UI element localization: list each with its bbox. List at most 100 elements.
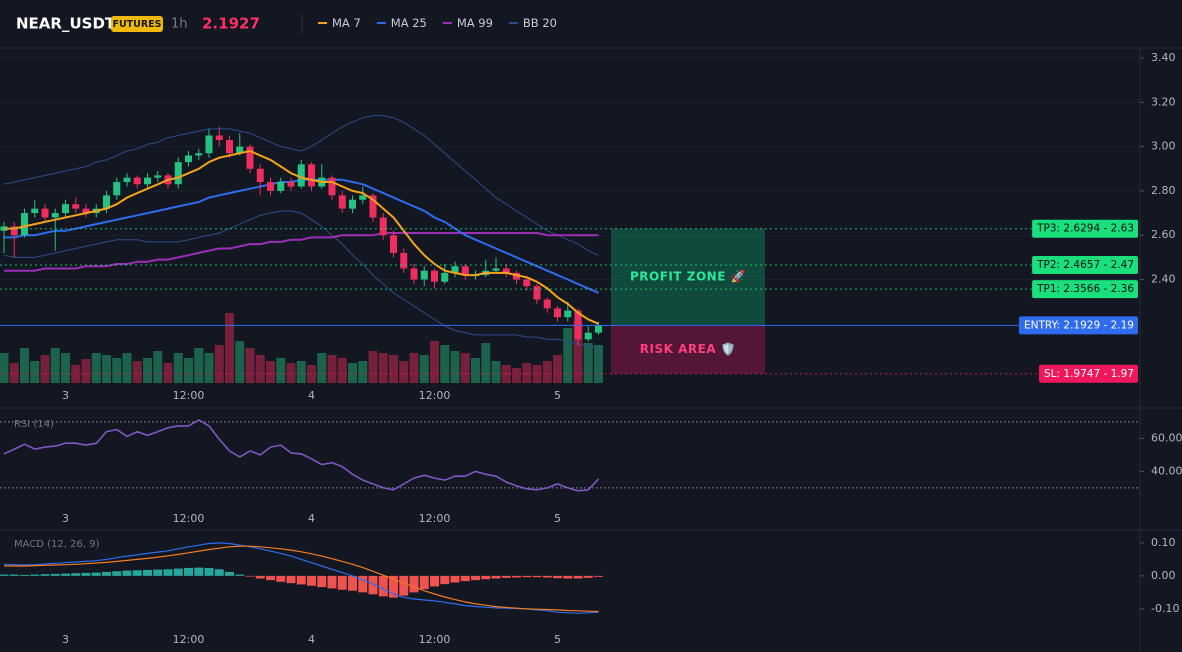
candle-body <box>308 164 315 187</box>
histogram-bar <box>225 571 234 576</box>
histogram-bar <box>553 575 562 579</box>
candle-body <box>185 155 192 163</box>
volume-bar <box>81 359 91 383</box>
histogram-bar <box>81 572 91 576</box>
histogram-bar <box>61 573 70 576</box>
histogram-bar <box>440 575 450 585</box>
histogram-bar <box>286 575 296 584</box>
volume-bar <box>296 361 306 383</box>
x-tick-label: 5 <box>554 389 561 402</box>
volume-bar <box>266 361 275 383</box>
x-tick-label: 12:00 <box>419 389 451 402</box>
volume-bar <box>235 341 245 383</box>
histogram-bar <box>266 575 275 581</box>
candle-body <box>123 177 131 183</box>
histogram-bar <box>50 573 60 576</box>
candle-body <box>595 325 602 333</box>
x-tick-label: 4 <box>308 633 315 646</box>
level-label: TP2: 2.4657 - 2.47 <box>1036 259 1134 271</box>
volume-bar <box>20 348 29 383</box>
level-tag <box>1032 280 1138 299</box>
volume-bar <box>419 355 429 383</box>
last-price: 2.1927 <box>202 15 260 33</box>
candle-body <box>103 195 110 209</box>
candle-body <box>390 235 397 253</box>
candle-body <box>369 195 377 218</box>
candle-body <box>349 199 356 209</box>
zone-label: RISK AREA 🛡️ <box>640 342 736 356</box>
band-upper <box>3 115 599 256</box>
volume-bar <box>409 353 419 383</box>
volume-bar <box>50 348 60 383</box>
volume-bar <box>194 348 204 383</box>
volume-bar <box>122 353 132 383</box>
level-label: ENTRY: 2.1929 - 2.19 <box>1024 319 1134 331</box>
volume-bar <box>214 345 224 383</box>
histogram-bar <box>163 569 173 576</box>
y-tick-label: -0.10 <box>1151 602 1179 615</box>
volume-bar <box>0 353 9 383</box>
y-tick-label: 40.00 <box>1151 464 1182 477</box>
y-tick-label: 3.00 <box>1151 140 1176 153</box>
candle-body <box>72 204 80 209</box>
legend-label: MA 99 <box>457 16 493 30</box>
signal-line <box>4 545 599 613</box>
candle-body <box>10 226 18 236</box>
x-tick-label: 3 <box>62 512 69 525</box>
volume-bar <box>573 321 583 383</box>
candle-body <box>338 195 346 209</box>
legend-label: MA 7 <box>332 16 361 30</box>
volume-bar <box>132 361 142 383</box>
x-tick-label: 3 <box>62 389 69 402</box>
histogram-bar <box>389 575 398 598</box>
volume-bar <box>348 363 357 383</box>
volume-bar <box>337 358 347 383</box>
histogram-bar <box>317 575 327 588</box>
candle-body <box>226 139 233 154</box>
volume-bar <box>204 353 214 383</box>
candle-body <box>359 195 367 200</box>
volume-bar <box>327 355 337 383</box>
pane-title: RSI (14) <box>14 419 54 430</box>
level-label: TP3: 2.6294 - 2.63 <box>1036 223 1134 235</box>
candle-body <box>461 266 469 276</box>
histogram-bar <box>594 575 603 577</box>
x-tick-label: 12:00 <box>419 512 451 525</box>
histogram-bar <box>30 574 40 576</box>
histogram-bar <box>204 567 214 576</box>
volume-bar <box>173 353 183 383</box>
volume-bar <box>471 358 480 383</box>
candle-body <box>328 177 336 196</box>
histogram-bar <box>430 575 439 587</box>
histogram-bar <box>532 575 542 578</box>
candle-body <box>256 168 264 183</box>
histogram-bar <box>573 575 583 579</box>
histogram-bar <box>460 575 470 582</box>
candle-body <box>154 175 162 178</box>
histogram-bar <box>583 575 593 578</box>
volume-bar <box>9 363 19 383</box>
y-tick-label: 2.80 <box>1151 184 1176 197</box>
volume-bar <box>317 353 327 383</box>
y-tick-label: 0.00 <box>1151 569 1176 582</box>
volume-bar <box>491 361 501 383</box>
volume-bar <box>512 368 521 383</box>
histogram-bar <box>122 570 132 576</box>
volume-bar <box>40 355 50 383</box>
ma-line <box>4 232 599 272</box>
y-tick-label: 2.40 <box>1151 273 1176 286</box>
histogram-bar <box>307 575 316 586</box>
volume-bar <box>594 345 603 383</box>
candle-body <box>62 204 69 214</box>
candle-body <box>543 299 551 309</box>
level-tag <box>1032 255 1138 274</box>
volume-bar <box>553 355 562 383</box>
volume-bar <box>286 363 296 383</box>
volume-bar <box>91 353 101 383</box>
x-tick-label: 3 <box>62 633 69 646</box>
candle-body <box>400 252 408 269</box>
badge-text: FUTURES <box>112 19 161 30</box>
histogram-bar <box>132 570 142 576</box>
histogram-bar <box>399 575 409 596</box>
volume-bar <box>30 361 40 383</box>
